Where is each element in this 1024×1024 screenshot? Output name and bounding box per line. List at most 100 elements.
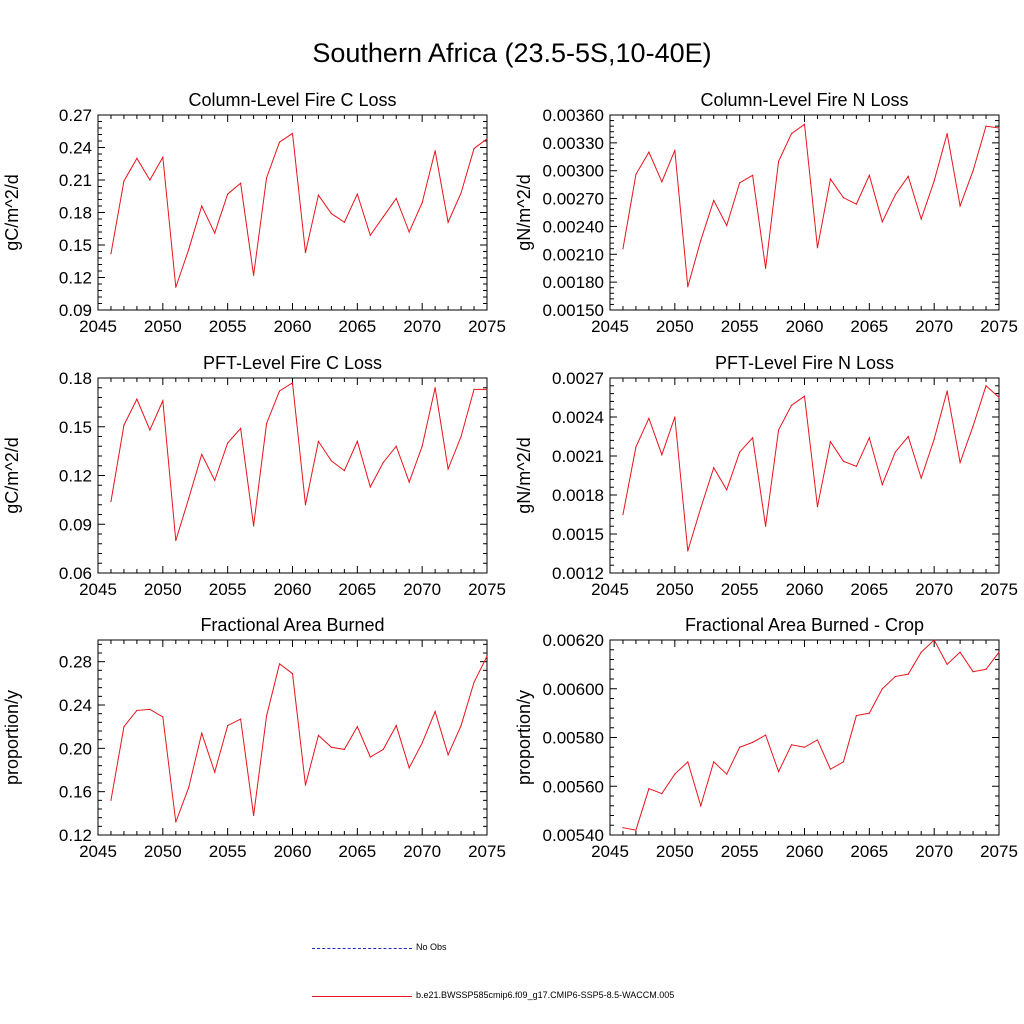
chart-panel-5: Fractional Area Burned proportion/y 2045 20… <box>2 615 506 861</box>
data-point <box>369 756 371 758</box>
data-point <box>356 440 358 442</box>
y-tick-label: 0.16 <box>59 783 92 802</box>
y-axis-label: proportion/y <box>2 690 22 785</box>
legend-swatch-dashed <box>312 948 412 949</box>
x-tick-label: 2050 <box>144 580 182 599</box>
data-point <box>765 525 767 527</box>
data-point <box>726 773 728 775</box>
series-line <box>622 639 1000 831</box>
data-point <box>227 724 229 727</box>
x-tick-label: 2065 <box>850 317 888 336</box>
data-point <box>421 742 423 744</box>
plot-frame <box>97 114 488 311</box>
y-tick-label: 0.00300 <box>543 162 604 181</box>
data-point <box>790 744 793 746</box>
data-point <box>447 754 449 756</box>
data-point <box>214 479 216 481</box>
data-point <box>175 821 177 823</box>
panel-title: Fractional Area Burned - Crop <box>685 615 924 635</box>
data-point <box>227 442 229 444</box>
data-point <box>175 539 177 542</box>
y-tick-label: 0.00330 <box>543 134 604 153</box>
x-tick-label: 2070 <box>403 580 441 599</box>
data-point <box>726 224 728 227</box>
plot-frame <box>609 377 1000 574</box>
data-point <box>765 267 767 269</box>
data-point <box>343 470 345 472</box>
chart-panel-6: Fractional Area Burned - Crop proportion/… <box>514 615 1018 861</box>
series-line <box>622 123 1000 287</box>
chart-panel-1: Column-Level Fire C Loss gC/m^2/d 2045 2050… <box>2 90 506 336</box>
x-tick-label: 2065 <box>338 580 376 599</box>
y-axis-label: gN/m^2/d <box>514 174 534 250</box>
y-tick-label: 0.12 <box>59 826 92 845</box>
data-point <box>687 286 689 288</box>
x-tick-label: 2060 <box>786 842 824 861</box>
y-tick-label: 0.0018 <box>552 486 604 505</box>
data-point <box>434 150 436 152</box>
x-tick-label: 2075 <box>980 317 1018 336</box>
data-point <box>881 221 883 223</box>
data-point <box>920 218 922 220</box>
y-tick-label: 0.24 <box>59 139 92 158</box>
y-tick-label: 0.0024 <box>552 408 604 427</box>
y-axis-label: gN/m^2/d <box>514 437 534 513</box>
data-point <box>149 708 151 710</box>
data-point <box>739 746 741 748</box>
data-point <box>648 417 650 419</box>
chart-panel-4: PFT-Level Fire N Loss gN/m^2/d 2045 2050 205… <box>514 353 1018 599</box>
data-point <box>648 788 650 790</box>
data-point <box>265 422 268 425</box>
data-point <box>777 429 780 431</box>
data-point <box>123 424 125 426</box>
data-point <box>881 484 883 486</box>
data-point <box>434 710 436 713</box>
data-point <box>765 734 767 736</box>
y-tick-label: 0.0012 <box>552 564 604 583</box>
data-point <box>175 286 177 288</box>
data-point <box>752 437 754 439</box>
x-tick-label: 2050 <box>656 580 694 599</box>
data-point <box>881 688 883 690</box>
data-point <box>434 387 436 389</box>
chart-panel-3: PFT-Level Fire C Loss gC/m^2/d 2045 2050 205… <box>2 353 506 599</box>
data-point <box>829 768 832 770</box>
series-line <box>110 132 488 288</box>
data-point <box>291 382 294 384</box>
x-tick-label: 2065 <box>850 842 888 861</box>
y-axis-label: gC/m^2/d <box>2 174 22 250</box>
data-point <box>635 829 637 831</box>
data-point <box>473 681 475 683</box>
x-tick-label: 2045 <box>79 842 117 861</box>
data-point <box>201 453 203 455</box>
data-point <box>700 507 702 509</box>
data-point <box>447 468 449 470</box>
data-point <box>123 180 125 182</box>
data-point <box>713 467 715 469</box>
y-tick-label: 0.00600 <box>543 680 604 699</box>
data-point <box>382 461 384 464</box>
data-point <box>162 400 164 402</box>
data-point <box>188 248 190 250</box>
y-tick-label: 0.00240 <box>543 217 604 236</box>
x-tick-label: 2050 <box>144 317 182 336</box>
data-point <box>395 724 397 727</box>
plot-frame <box>609 639 1000 836</box>
data-point <box>803 123 806 125</box>
data-point <box>739 182 741 184</box>
data-point <box>998 651 1000 653</box>
y-tick-label: 0.00540 <box>543 826 604 845</box>
data-point <box>842 761 845 763</box>
data-point <box>868 174 870 176</box>
data-point <box>408 231 410 233</box>
data-point <box>265 715 268 717</box>
data-point <box>933 180 935 182</box>
data-point <box>790 132 793 135</box>
data-point <box>803 746 806 748</box>
legend-item-no-obs: No Obs <box>312 942 812 954</box>
data-point <box>894 194 896 196</box>
y-tick-label: 0.18 <box>59 369 92 388</box>
data-point <box>842 460 845 462</box>
